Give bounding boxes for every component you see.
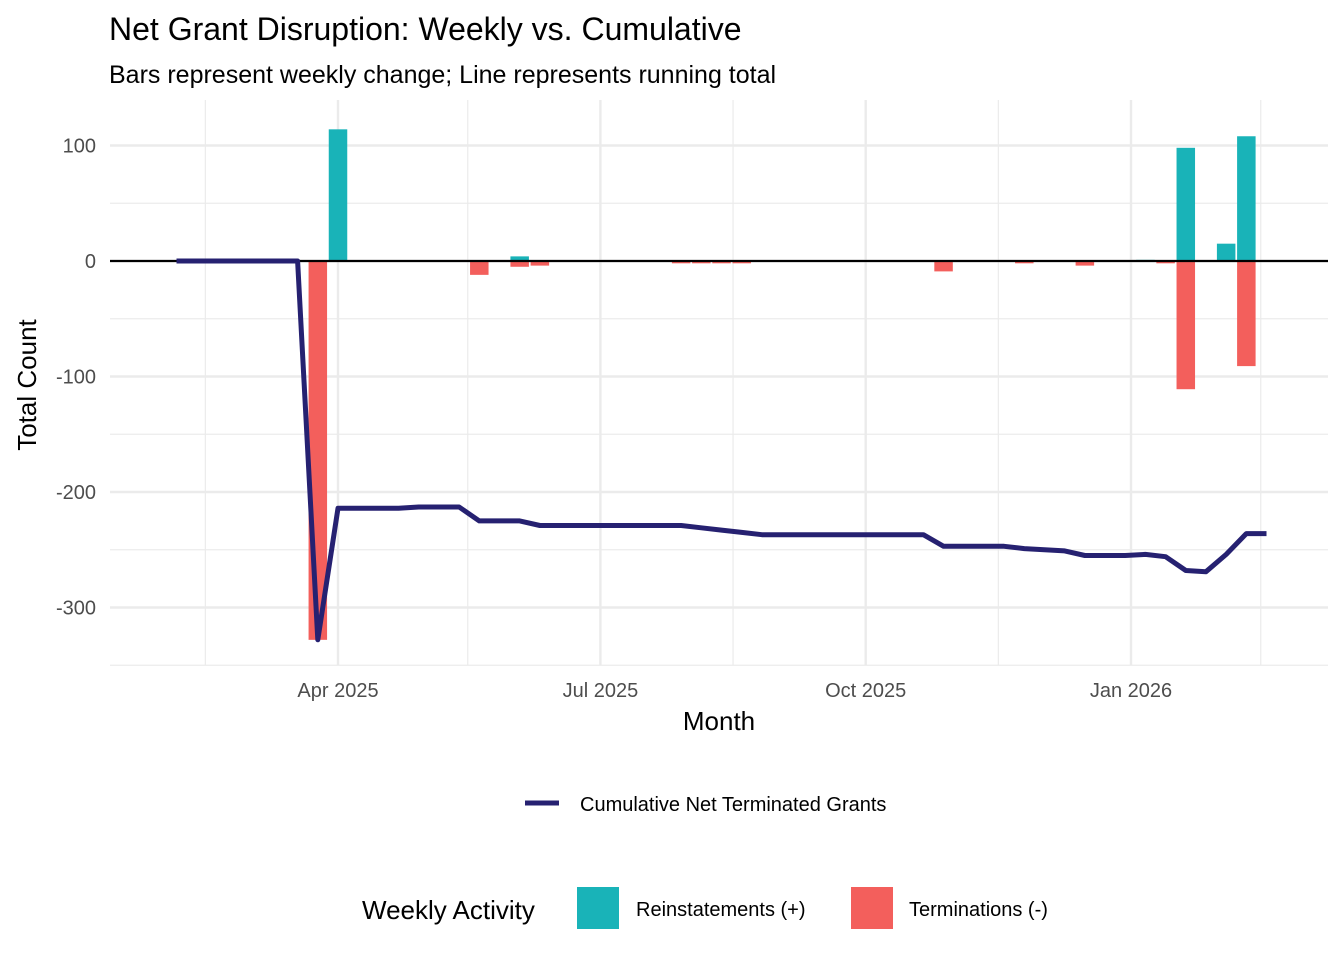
termination-bar xyxy=(732,261,751,264)
termination-bar xyxy=(1015,261,1034,264)
y-tick-label: -100 xyxy=(56,367,96,389)
x-tick-label: Jul 2025 xyxy=(563,680,639,702)
y-tick-label: 0 xyxy=(85,251,96,273)
termination-bar xyxy=(1156,261,1175,264)
termination-bar xyxy=(692,261,711,264)
fill-legend: Weekly Activity Reinstatements (+) Termi… xyxy=(362,887,1048,929)
termination-bar xyxy=(1237,261,1256,367)
y-axis-ticks: 100 0 -100 -200 -300 xyxy=(56,136,96,620)
termination-bar xyxy=(712,261,731,264)
chart-title: Net Grant Disruption: Weekly vs. Cumulat… xyxy=(109,11,742,47)
reinstatement-bar xyxy=(328,129,348,261)
y-tick-label: 100 xyxy=(63,136,96,158)
termination-bar xyxy=(1075,261,1095,266)
minor-gridlines xyxy=(110,100,1328,666)
legend-label-terminations: Terminations (-) xyxy=(909,899,1048,921)
x-tick-label: Apr 2025 xyxy=(297,680,378,702)
reinstatement-bar xyxy=(510,256,529,261)
x-axis-ticks: Apr 2025 Jul 2025 Oct 2025 Jan 2026 xyxy=(297,680,1172,702)
reinstatement-bar xyxy=(1216,243,1236,261)
y-tick-label: -200 xyxy=(56,482,96,504)
termination-bar xyxy=(470,261,489,275)
line-legend: Cumulative Net Terminated Grants xyxy=(525,794,886,816)
legend-swatch-reinstatements xyxy=(577,887,619,929)
reinstatement-bar xyxy=(1237,136,1256,261)
legend-label-reinstatements: Reinstatements (+) xyxy=(636,899,806,921)
y-axis-title: Total Count xyxy=(12,318,42,450)
chart-subtitle: Bars represent weekly change; Line repre… xyxy=(109,61,776,89)
reinstatement-bar xyxy=(1176,147,1196,261)
cumulative-line-layer xyxy=(176,258,1267,643)
bars xyxy=(308,129,1256,640)
major-gridlines xyxy=(110,100,1328,665)
legend-swatch-terminations xyxy=(851,887,893,929)
x-tick-label: Oct 2025 xyxy=(825,680,906,702)
fill-legend-title: Weekly Activity xyxy=(362,895,535,925)
termination-bar xyxy=(671,261,691,264)
x-axis-title: Month xyxy=(683,706,755,736)
y-tick-label: -300 xyxy=(56,598,96,620)
line-legend-label: Cumulative Net Terminated Grants xyxy=(580,794,886,816)
termination-bar xyxy=(530,261,550,266)
cumulative-line xyxy=(176,258,1267,643)
termination-bar xyxy=(934,261,953,272)
x-tick-label: Jan 2026 xyxy=(1090,680,1172,702)
termination-bar xyxy=(1176,261,1196,390)
termination-bar xyxy=(510,261,529,267)
